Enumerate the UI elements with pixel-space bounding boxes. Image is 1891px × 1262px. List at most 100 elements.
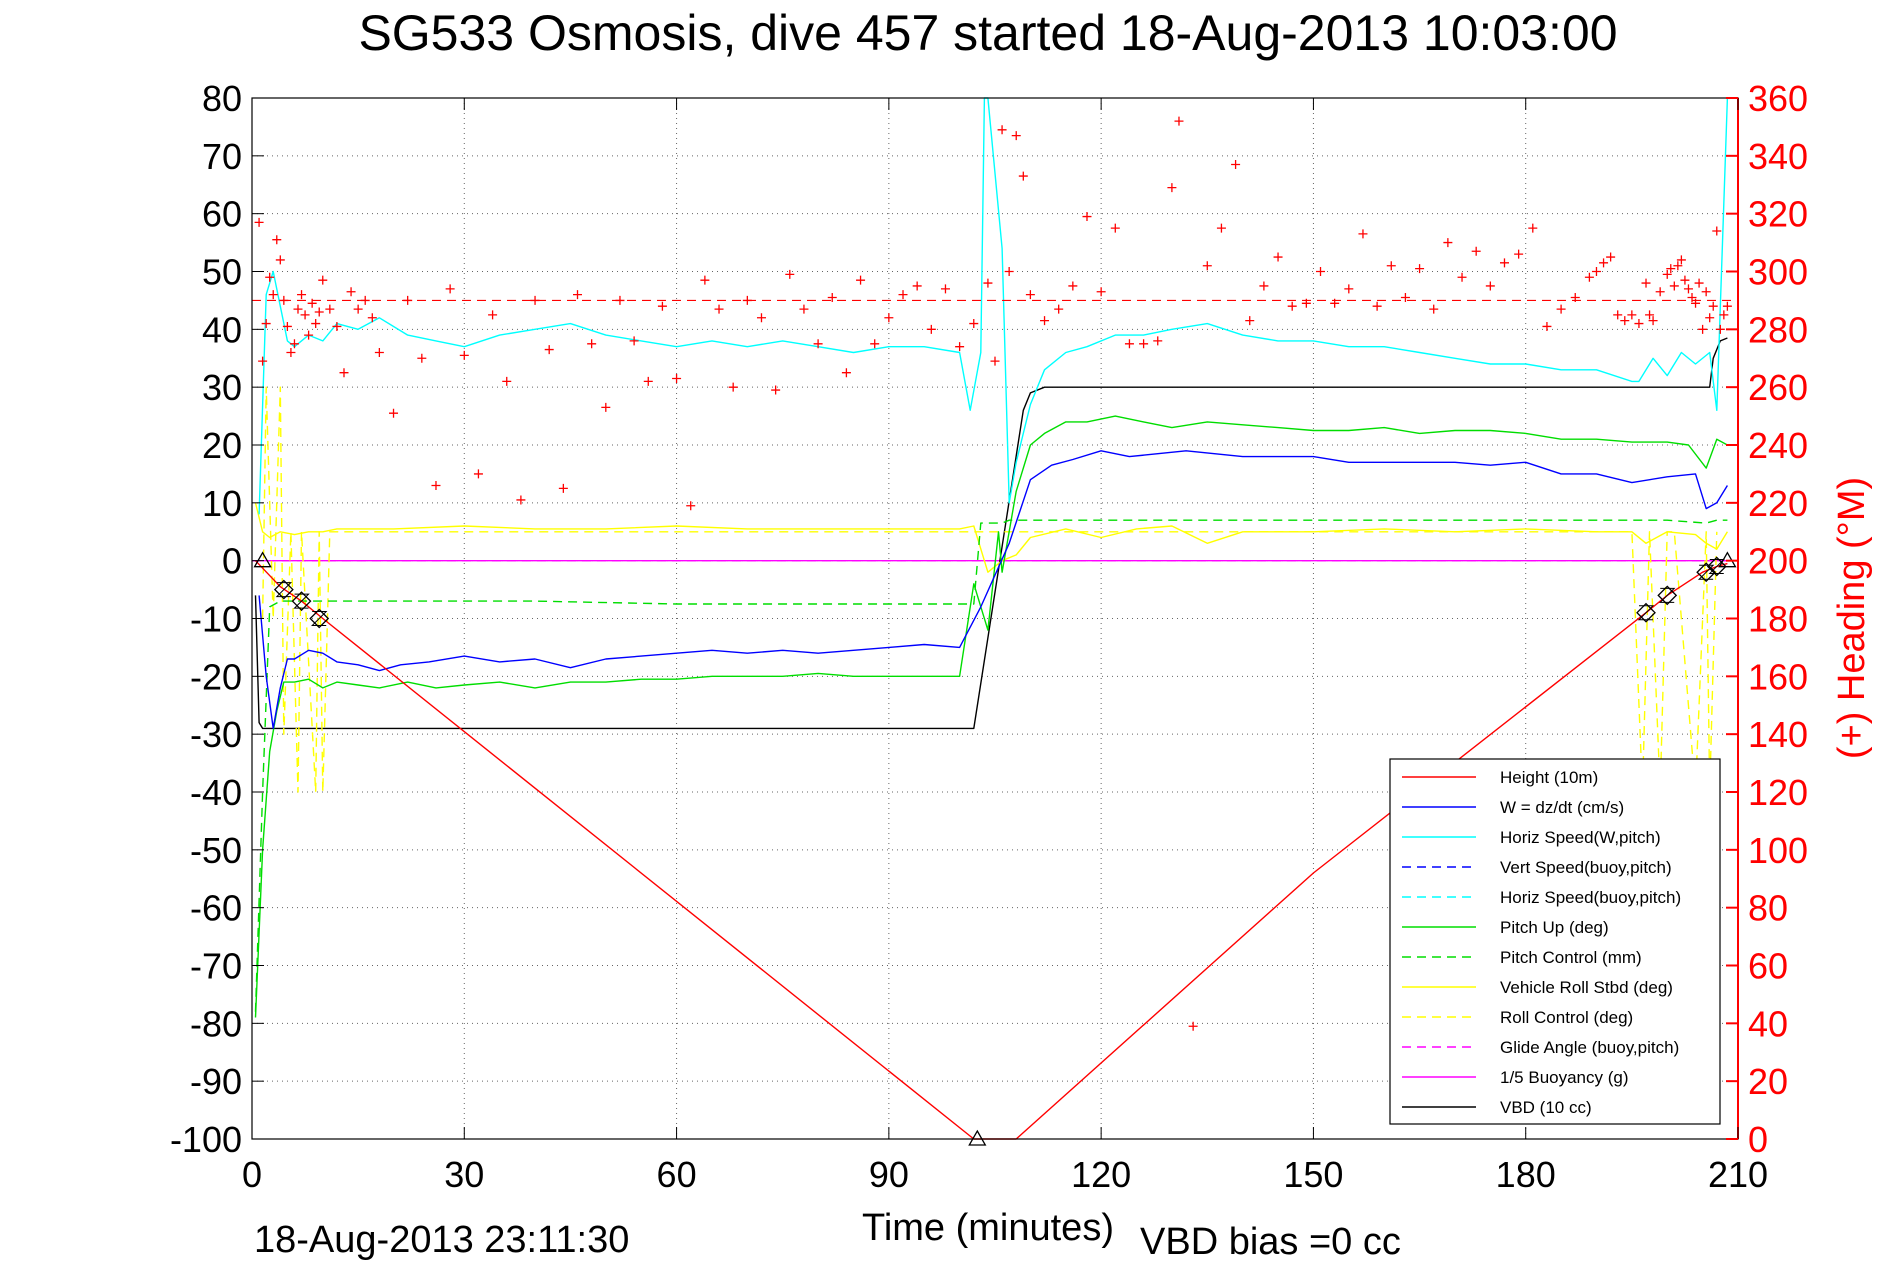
heading-point <box>856 275 866 285</box>
heading-point <box>1372 301 1382 311</box>
heading-point <box>1701 287 1711 297</box>
y-tick-label: 40 <box>202 309 242 350</box>
heading-point <box>1719 310 1729 320</box>
y2-tick-label: 300 <box>1748 252 1808 293</box>
heading-point <box>1245 316 1255 326</box>
heading-point <box>1641 278 1651 288</box>
legend-label: Horiz Speed(W,pitch) <box>1500 828 1661 847</box>
heading-point <box>813 339 823 349</box>
heading-point <box>898 290 908 300</box>
heading-point <box>403 295 413 305</box>
diamond-marker <box>309 608 330 629</box>
heading-point <box>1673 261 1683 271</box>
heading-point <box>841 368 851 378</box>
heading-point <box>1705 313 1715 323</box>
heading-point <box>289 339 299 349</box>
x-tick-label: 210 <box>1708 1154 1768 1195</box>
x-tick-label: 120 <box>1071 1154 1131 1195</box>
heading-point <box>279 295 289 305</box>
y-tick-label: -100 <box>170 1119 242 1160</box>
heading-point <box>297 290 307 300</box>
triangle-marker <box>968 1129 987 1146</box>
heading-point <box>1443 238 1453 248</box>
heading-point <box>1528 223 1538 233</box>
heading-point <box>1606 252 1616 262</box>
heading-point <box>700 275 710 285</box>
heading-point <box>1096 287 1106 297</box>
legend-label: Roll Control (deg) <box>1500 1008 1633 1027</box>
heading-point <box>286 347 296 357</box>
hourglass-marker <box>311 611 328 626</box>
legend-label: Vert Speed(buoy,pitch) <box>1500 858 1672 877</box>
y2-tick-label: 320 <box>1748 194 1808 235</box>
heading-point <box>473 469 483 479</box>
heading-point <box>714 304 724 314</box>
heading-point <box>293 304 303 314</box>
legend-label: W = dz/dt (cm/s) <box>1500 798 1624 817</box>
series-vbd <box>254 337 1728 730</box>
heading-point <box>360 295 370 305</box>
diamond-marker <box>1706 556 1727 577</box>
x-axis-ticks: 0 30 60 90 120 150 180 210 <box>242 98 1768 1195</box>
y2-tick-label: 160 <box>1748 656 1808 697</box>
y-tick-label: -10 <box>190 599 242 640</box>
heading-point <box>1025 290 1035 300</box>
heading-point <box>1698 324 1708 334</box>
heading-point <box>516 495 526 505</box>
y-tick-label: 0 <box>222 541 242 582</box>
y-tick-label: 70 <box>202 136 242 177</box>
heading-point <box>304 330 314 340</box>
heading-point <box>544 345 554 355</box>
chart-title: SG533 Osmosis, dive 457 started 18-Aug-2… <box>358 5 1617 61</box>
heading-point <box>1613 310 1623 320</box>
heading-point <box>1004 267 1014 276</box>
heading-point <box>1471 246 1481 256</box>
heading-point <box>785 269 795 279</box>
heading-point <box>1139 339 1149 349</box>
heading-point <box>870 339 880 349</box>
y2-tick-label: 360 <box>1748 78 1808 119</box>
hourglass-marker <box>1637 605 1655 621</box>
heading-point <box>1584 272 1594 282</box>
heading-point <box>1666 264 1676 274</box>
heading-point <box>884 313 894 323</box>
diamond-marker <box>291 591 312 612</box>
footer-timestamp: 18-Aug-2013 23:11:30 <box>254 1219 629 1261</box>
hourglass-marker <box>275 582 293 598</box>
heading-point <box>1011 131 1021 141</box>
legend-label: Glide Angle (buoy,pitch) <box>1500 1038 1679 1057</box>
heading-point <box>1153 336 1163 346</box>
heading-point <box>332 321 342 331</box>
heading-point <box>1018 171 1028 181</box>
heading-point <box>587 339 597 349</box>
y2-tick-label: 240 <box>1748 425 1808 466</box>
heading-point <box>1591 267 1601 276</box>
heading-point <box>1556 304 1566 314</box>
legend-label: 1/5 Buoyancy (g) <box>1500 1068 1629 1087</box>
y-tick-label: 10 <box>202 483 242 524</box>
heading-point <box>1708 301 1718 311</box>
heading-point <box>1694 278 1704 288</box>
heading-point <box>431 480 441 490</box>
hourglass-marker <box>1659 587 1676 603</box>
heading-point <box>1231 160 1241 170</box>
series-roll-ctrl <box>261 386 1718 793</box>
heading-point <box>1655 287 1665 297</box>
heading-point <box>756 313 766 323</box>
heading-point <box>314 307 324 317</box>
heading-point <box>1287 301 1297 311</box>
heading-point <box>282 321 292 331</box>
heading-point <box>1259 281 1269 291</box>
y-tick-label: -40 <box>190 772 242 813</box>
heading-point <box>307 298 317 308</box>
diamond-marker <box>1636 602 1656 623</box>
x-tick-label: 180 <box>1496 1154 1556 1195</box>
series-height <box>254 560 1728 1140</box>
heading-point <box>1634 319 1644 329</box>
heading-point <box>912 281 922 291</box>
heading-point <box>1188 1021 1198 1031</box>
heading-point <box>1680 275 1690 285</box>
y-tick-label: -60 <box>190 888 242 929</box>
heading-point <box>990 356 1000 366</box>
